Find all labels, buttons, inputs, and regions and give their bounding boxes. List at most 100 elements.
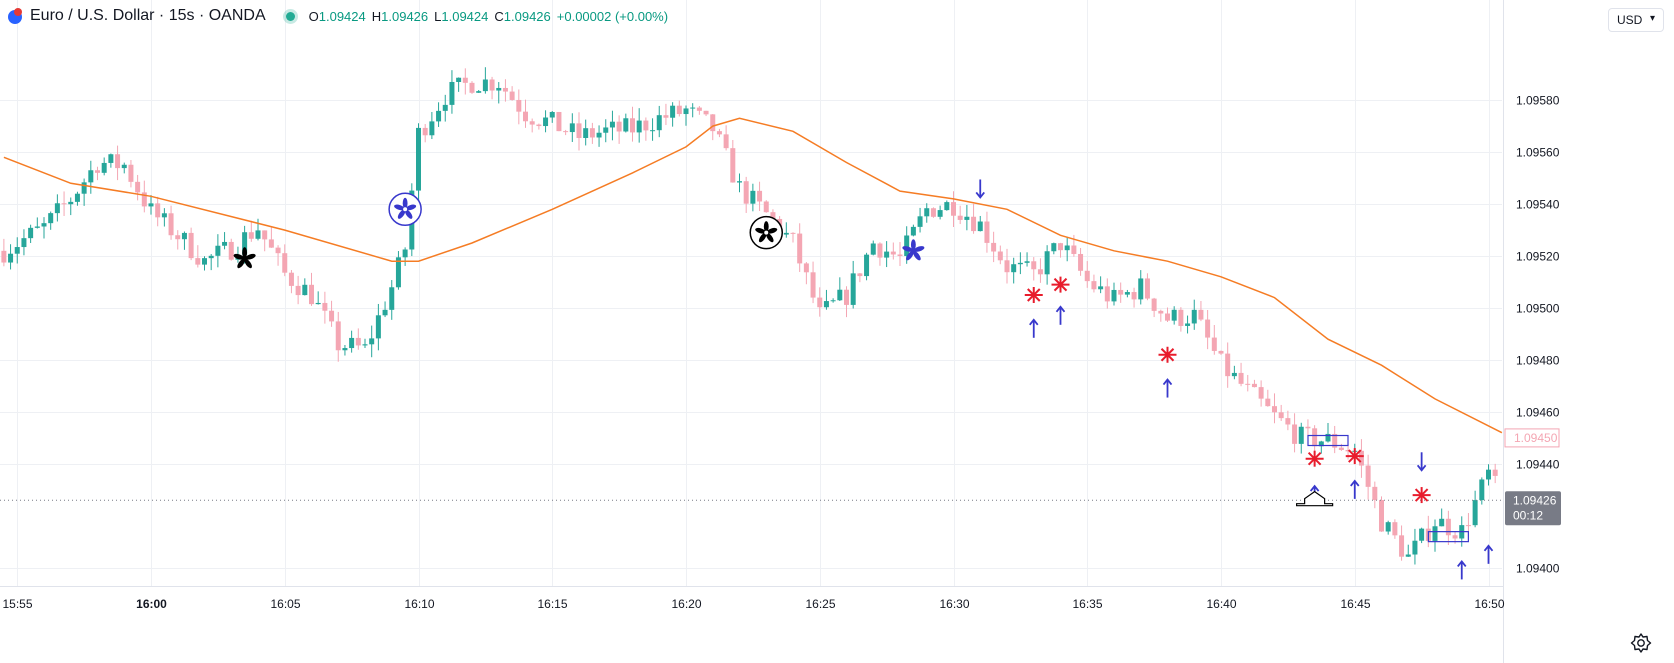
candle-down bbox=[536, 124, 542, 127]
arrow-head bbox=[1457, 559, 1467, 567]
asterisk-petal bbox=[394, 204, 405, 211]
candle-up bbox=[41, 223, 47, 227]
x-tick-label: 16:30 bbox=[939, 597, 969, 611]
asterisk-petal bbox=[902, 246, 913, 252]
candle-down bbox=[95, 170, 100, 173]
candle-down bbox=[817, 297, 823, 308]
candle-down bbox=[844, 289, 849, 305]
candle-down bbox=[469, 82, 475, 93]
candle-down bbox=[1365, 465, 1371, 487]
candle-down bbox=[1151, 298, 1157, 311]
candle-down bbox=[556, 111, 562, 132]
asterisk-petal bbox=[913, 251, 921, 261]
candle-down bbox=[1058, 243, 1063, 251]
down-arrow-marker bbox=[975, 179, 985, 199]
candle-down bbox=[991, 242, 997, 252]
candle-up bbox=[161, 213, 167, 218]
candle-down bbox=[1452, 535, 1458, 539]
candle-down bbox=[175, 235, 181, 240]
asterisk-petal bbox=[233, 253, 245, 260]
symbol-legend: Euro / U.S. Dollar · 15s · OANDA O1.0942… bbox=[6, 4, 668, 28]
ohlc-values: O1.09424 H1.09426 L1.09424 C1.09426 +0.0… bbox=[309, 9, 668, 24]
chevron-down-icon: ▾ bbox=[1649, 13, 1655, 24]
y-tick-label: 1.09540 bbox=[1516, 198, 1560, 212]
x-tick-label: 16:05 bbox=[270, 597, 300, 611]
candle-up bbox=[904, 235, 910, 256]
candle-down bbox=[676, 105, 682, 115]
candle-down bbox=[1091, 281, 1097, 290]
candle-up bbox=[315, 302, 321, 305]
gear-icon[interactable] bbox=[1630, 632, 1652, 654]
box-marker bbox=[1427, 531, 1469, 543]
candle-up bbox=[917, 216, 923, 227]
candle-up bbox=[54, 203, 60, 214]
candle-up bbox=[108, 154, 114, 163]
candle-up bbox=[830, 300, 836, 302]
candle-up bbox=[1325, 433, 1331, 442]
candle-down bbox=[1245, 383, 1251, 385]
candle-up bbox=[496, 87, 502, 91]
candle-down bbox=[696, 107, 702, 111]
asterisk-marker bbox=[233, 247, 256, 269]
asterisk-petal bbox=[910, 239, 916, 251]
candle-down bbox=[502, 87, 508, 92]
x-tick-label: 16:25 bbox=[805, 597, 835, 611]
candle-down bbox=[1165, 313, 1170, 321]
candles-group bbox=[1, 67, 1498, 565]
candle-down bbox=[1158, 310, 1164, 314]
up-arrow-marker bbox=[1055, 305, 1066, 325]
candle-up bbox=[583, 128, 589, 139]
arrow-head bbox=[1416, 464, 1427, 472]
candle-down bbox=[1379, 500, 1384, 532]
candle-down bbox=[1251, 383, 1257, 388]
x-tick-label: 15:55 bbox=[2, 597, 32, 611]
candle-up bbox=[783, 232, 789, 235]
candle-down bbox=[710, 114, 716, 132]
candle-up bbox=[442, 104, 448, 111]
candle-down bbox=[743, 181, 749, 204]
circled-asterisk-marker bbox=[749, 215, 783, 250]
candle-down bbox=[1272, 406, 1277, 413]
candle-down bbox=[168, 213, 174, 236]
up-arrow-marker bbox=[1483, 544, 1494, 564]
candle-up bbox=[389, 287, 395, 310]
asterisk-petal bbox=[244, 258, 252, 269]
candle-up bbox=[1439, 518, 1445, 527]
candle-up bbox=[74, 193, 80, 202]
candle-up bbox=[1138, 278, 1144, 300]
candle-down bbox=[1338, 447, 1344, 450]
candle-up bbox=[362, 344, 368, 346]
candle-down bbox=[797, 233, 803, 264]
red-star-marker bbox=[1345, 448, 1364, 465]
candle-down bbox=[857, 273, 863, 277]
candle-up bbox=[1011, 264, 1017, 273]
asterisk-center bbox=[242, 256, 247, 261]
candle-up bbox=[1472, 500, 1478, 526]
candle-down bbox=[141, 192, 147, 207]
candle-up bbox=[255, 230, 261, 239]
candle-down bbox=[1465, 525, 1471, 527]
arrow-head bbox=[1162, 378, 1173, 386]
candle-down bbox=[1358, 450, 1364, 466]
candle-down bbox=[790, 232, 796, 234]
last-price-label: 1.09426 bbox=[1513, 493, 1557, 507]
candle-up bbox=[21, 238, 27, 248]
y-tick-label: 1.09400 bbox=[1516, 562, 1560, 576]
candle-up bbox=[1385, 522, 1391, 532]
candle-down bbox=[770, 212, 776, 219]
candle-down bbox=[248, 232, 254, 239]
candle-down bbox=[563, 131, 569, 133]
candle-down bbox=[335, 321, 341, 351]
candle-up bbox=[1185, 323, 1191, 326]
currency-selector[interactable]: USD ▾ bbox=[1608, 8, 1664, 32]
high-key: H bbox=[371, 8, 382, 24]
market-status-icon[interactable] bbox=[285, 11, 295, 21]
candle-up bbox=[482, 79, 488, 92]
asterisk-petal bbox=[242, 247, 248, 259]
candle-down bbox=[1071, 245, 1077, 254]
candle-down bbox=[1492, 469, 1498, 476]
symbol-title[interactable]: Euro / U.S. Dollar · 15s · OANDA bbox=[30, 7, 266, 24]
red-star-marker bbox=[1412, 487, 1431, 504]
close-value: 1.09426 bbox=[503, 8, 551, 24]
